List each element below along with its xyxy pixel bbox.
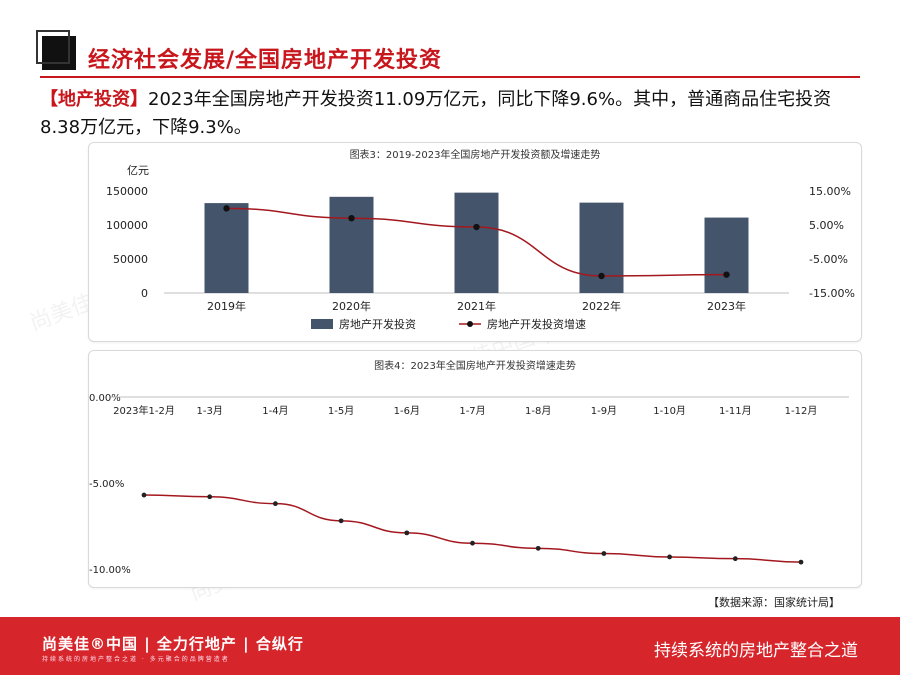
chart2-xtick: 1-7月: [459, 405, 485, 417]
chart1-ytick: 150000: [106, 185, 148, 198]
chart2-xtick: 1-11月: [719, 405, 752, 417]
header-square-outline-icon: [36, 30, 70, 64]
chart1-legend-bar-swatch: [311, 319, 333, 329]
chart2-xtick: 2023年1-2月: [113, 404, 175, 417]
chart2-svg: 图表4：2023年全国房地产开发投资增速走势 0.00% -5.00% -10.00%…: [89, 359, 849, 576]
header-divider: [40, 76, 860, 78]
chart2-line-point: [667, 554, 672, 560]
page-title: 经济社会发展/全国房地产开发投资: [88, 48, 443, 73]
header-square-icon: [42, 36, 76, 70]
footer-bar: 尚美佳®中国 | 全力行地产 | 合纵行 持续系统的房地产整合之道 · 多元聚合…: [0, 617, 900, 675]
chart1-bar: [329, 196, 374, 293]
intro-tag: 【地产投资】: [40, 89, 148, 110]
chart1-title: 图表3：2019-2023年全国房地产开发投资额及增速走势: [350, 148, 601, 161]
chart2-line-point: [404, 530, 410, 536]
chart2-xtick: 1-10月: [653, 405, 686, 417]
chart2-line-point: [601, 551, 607, 556]
chart1-xtick: 2023年: [707, 299, 746, 313]
footer-subtitle: 持续系统的房地产整合之道 · 多元聚合的品牌营造者: [42, 656, 230, 663]
chart2-line-point: [798, 559, 804, 565]
chart2-line-point: [732, 556, 738, 562]
chart2-ytick: -10.00%: [89, 565, 131, 576]
chart2-title: 图表4：2023年全国房地产开发投资增速走势: [374, 359, 576, 372]
chart1-xtick: 2020年: [332, 299, 371, 313]
chart1-ytick: 0: [141, 287, 148, 300]
chart2-ytick: -5.00%: [89, 479, 124, 490]
intro-text: 2023年全国房地产开发投资11.09万亿元，同比下降9.6%。其中，普通商品住…: [40, 89, 832, 138]
chart2-xtick: 1-8月: [525, 405, 551, 417]
chart1-ytick: 50000: [113, 253, 148, 266]
chart1-ylabel: 亿元: [127, 164, 149, 177]
chart2-line-point: [535, 545, 541, 551]
chart1-legend-bar-label: 房地产开发投资: [339, 317, 416, 331]
chart2-line-point: [141, 492, 147, 498]
chart1-y2tick: 15.00%: [809, 185, 851, 198]
chart1-y2tick: 5.00%: [809, 219, 844, 232]
chart2-xtick: 1-9月: [591, 405, 617, 417]
chart1-bar: [579, 202, 624, 293]
chart2-line-point: [338, 518, 344, 524]
chart1-panel: 图表3：2019-2023年全国房地产开发投资额及增速走势亿元 150000 100…: [88, 142, 862, 342]
chart2-xtick: 1-4月: [262, 405, 288, 417]
chart1-bar: [454, 192, 499, 293]
chart2-ytick: 0.00%: [89, 393, 121, 404]
chart1-bar: [204, 203, 249, 293]
data-source: 【数据来源：国家统计局】: [708, 596, 840, 609]
chart1-legend-line-marker: [467, 321, 473, 327]
chart1-y2tick: -15.00%: [809, 287, 855, 300]
chart1-xtick: 2022年: [582, 299, 621, 313]
chart1-ytick: 100000: [106, 219, 148, 232]
chart2-xtick: 1-6月: [394, 405, 420, 417]
chart1-line-point: [348, 215, 355, 222]
chart2-panel: 图表4：2023年全国房地产开发投资增速走势 0.00% -5.00% -10.00%…: [88, 350, 862, 588]
intro-paragraph: 【地产投资】2023年全国房地产开发投资11.09万亿元，同比下降9.6%。其中…: [40, 86, 870, 142]
chart1-line-point: [598, 272, 605, 280]
footer-slogan: 持续系统的房地产整合之道: [654, 641, 858, 661]
chart2-line-point: [273, 501, 278, 507]
chart1-legend-line-label: 房地产开发投资增速: [487, 317, 586, 331]
chart1-y2tick: -5.00%: [809, 253, 848, 266]
chart2-xtick: 1-5月: [328, 405, 354, 417]
chart1-bar: [704, 217, 749, 293]
chart2-line-series: [143, 494, 802, 563]
chart1-line-point: [723, 271, 730, 278]
chart2-xtick: 1-12月: [785, 405, 818, 417]
chart2-line-point: [207, 494, 213, 500]
chart1-line-point: [223, 205, 230, 212]
chart1-line-point: [473, 223, 480, 231]
chart1-xtick: 2019年: [207, 299, 246, 313]
footer-brand: 尚美佳®中国 | 全力行地产 | 合纵行: [42, 635, 304, 653]
chart2-xtick: 1-3月: [197, 405, 223, 417]
chart1-xtick: 2021年: [457, 299, 496, 313]
chart2-line-point: [470, 540, 475, 546]
